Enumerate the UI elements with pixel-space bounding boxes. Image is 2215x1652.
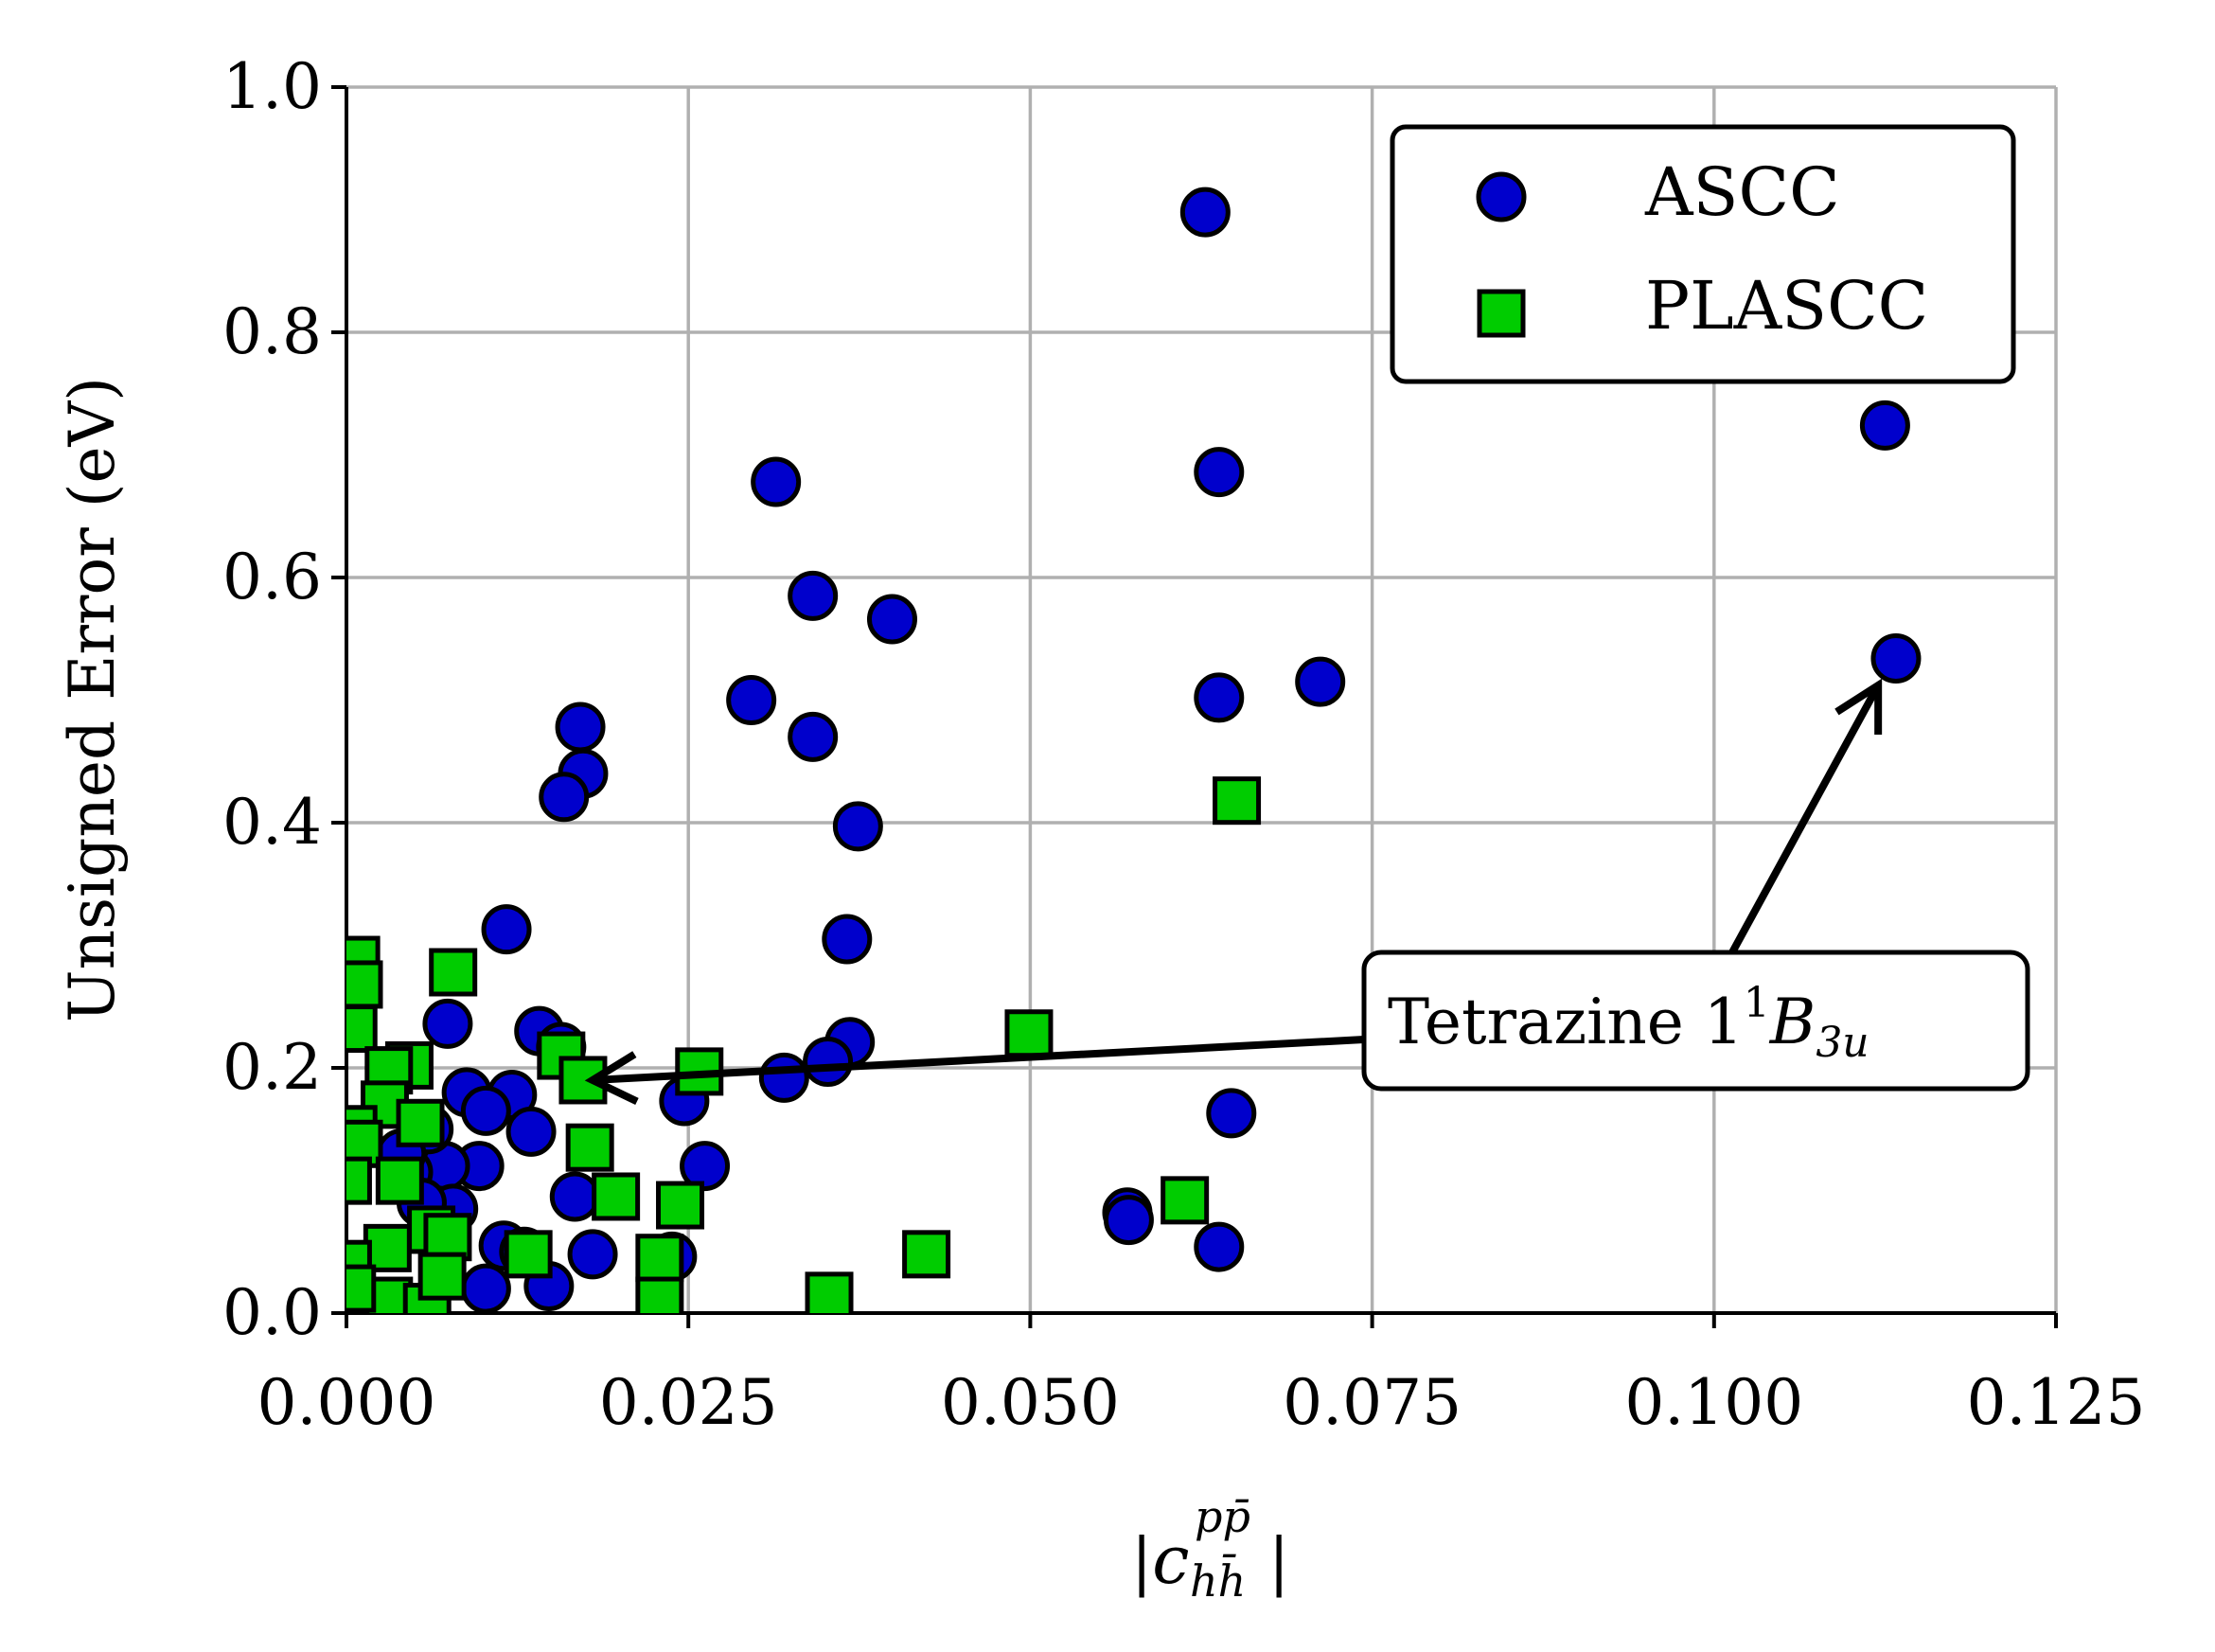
- plascc-point: [346, 1264, 377, 1313]
- ascc-point: [751, 456, 802, 507]
- ascc-point: [866, 594, 917, 645]
- ascc-point: [1103, 1195, 1154, 1246]
- ascc-point: [481, 904, 532, 955]
- ascc-point: [539, 772, 590, 823]
- ascc-point: [1206, 1088, 1257, 1139]
- ascc-point: [567, 1229, 618, 1280]
- x-axis-title-sub: hh̄: [1190, 1553, 1246, 1607]
- x-tick-label: 0.100: [1624, 1366, 1803, 1439]
- x-axis-title-sup: pp̄: [1195, 1491, 1250, 1542]
- ascc-point: [680, 1141, 731, 1192]
- plascc-point: [504, 1230, 553, 1279]
- legend-label-plascc: PLASCC: [1645, 267, 1928, 345]
- x-tick-label: 0.025: [599, 1366, 778, 1439]
- legend: ASCC PLASCC: [1390, 124, 2016, 384]
- x-tick-label: 0.125: [1967, 1366, 2146, 1439]
- x-axis-title-bar-right: |: [1268, 1525, 1289, 1598]
- ascc-point: [505, 1106, 557, 1157]
- data-points: [346, 187, 1922, 1313]
- ascc-point: [1295, 656, 1346, 707]
- annotation-italic-base: B: [1769, 986, 1816, 1058]
- plascc-point: [346, 1156, 372, 1205]
- plascc-point: [363, 1223, 412, 1272]
- plascc-point: [1004, 1009, 1054, 1058]
- y-tick-label: 0.4: [222, 786, 322, 859]
- y-tick-label: 0.2: [222, 1031, 322, 1104]
- annotation-sup: 1: [1744, 979, 1770, 1027]
- x-tick-label: 0.050: [941, 1366, 1120, 1439]
- x-axis-title-base: c: [1152, 1521, 1189, 1599]
- annotation-arrow-line: [1728, 684, 1882, 954]
- annotation-text: Tetrazine 1: [1388, 986, 1744, 1058]
- x-axis-title-bar-left: |: [1131, 1525, 1152, 1598]
- ascc-point: [1179, 187, 1231, 238]
- ascc-point: [1194, 1221, 1245, 1272]
- y-axis-title: Unsigned Error (eV): [56, 377, 129, 1022]
- plascc-point: [346, 1004, 378, 1054]
- annotation-box: Tetrazine 11B3u: [1361, 950, 2030, 1092]
- y-tick-label: 0.0: [222, 1276, 322, 1349]
- legend-marker-ascc: [1476, 171, 1527, 222]
- legend-label-ascc: ASCC: [1644, 153, 1840, 231]
- ascc-point: [726, 675, 777, 725]
- plascc-point: [396, 1098, 445, 1147]
- x-tick-label: 0.000: [257, 1366, 436, 1439]
- ascc-point: [1194, 447, 1245, 498]
- ascc-point: [788, 711, 839, 762]
- y-tick-label: 0.8: [222, 295, 322, 368]
- legend-frame: [1390, 124, 2016, 384]
- plascc-point: [1161, 1176, 1210, 1225]
- plascc-point: [429, 948, 478, 997]
- ascc-point: [1194, 672, 1245, 723]
- plascc-point: [635, 1276, 684, 1313]
- plascc-point: [592, 1172, 641, 1221]
- annotation-arrow-head: [584, 1051, 639, 1106]
- annotation-arrow-head: [1834, 678, 1883, 735]
- plascc-point: [375, 1156, 424, 1205]
- ascc-point: [803, 1037, 854, 1088]
- annotation-arrows: [584, 678, 1883, 1106]
- ascc-point: [758, 1052, 809, 1103]
- plascc-point: [805, 1271, 854, 1313]
- ascc-point: [549, 1171, 600, 1222]
- plascc-point: [346, 960, 383, 1009]
- ascc-point: [1859, 400, 1910, 451]
- ascc-point: [1870, 632, 1922, 684]
- plascc-point: [902, 1230, 951, 1279]
- legend-marker-plascc: [1477, 289, 1526, 338]
- ascc-point: [422, 998, 473, 1049]
- plascc-point: [656, 1181, 705, 1230]
- ascc-point: [460, 1085, 511, 1136]
- ascc-point: [460, 1263, 511, 1313]
- annotation-arrow-line: [592, 1036, 1365, 1084]
- ascc-point: [788, 570, 839, 621]
- tick-labels: 0.000 0.025 0.050 0.075 0.100 0.125 0.0 0.2 0.4 0…: [222, 50, 2145, 1439]
- annotation-frame: [1361, 950, 2030, 1092]
- y-tick-label: 1.0: [222, 50, 322, 123]
- plascc-point: [1213, 776, 1262, 826]
- ascc-point: [822, 914, 873, 965]
- ascc-point: [555, 702, 606, 753]
- plascc-point: [417, 1252, 467, 1301]
- x-axis-title: |c pp̄ hh̄ |: [1131, 1491, 1289, 1607]
- ascc-point: [832, 801, 883, 852]
- x-tick-label: 0.075: [1283, 1366, 1462, 1439]
- annotation-sub: 3u: [1816, 1019, 1869, 1067]
- svg-text:|c: |c: [1131, 1521, 1189, 1599]
- svg-text:Tetrazine 11B3u: Tetrazine 11B3u: [1388, 979, 1869, 1067]
- y-tick-label: 0.6: [222, 541, 322, 613]
- plascc-point: [565, 1123, 614, 1172]
- plascc-point: [635, 1234, 684, 1283]
